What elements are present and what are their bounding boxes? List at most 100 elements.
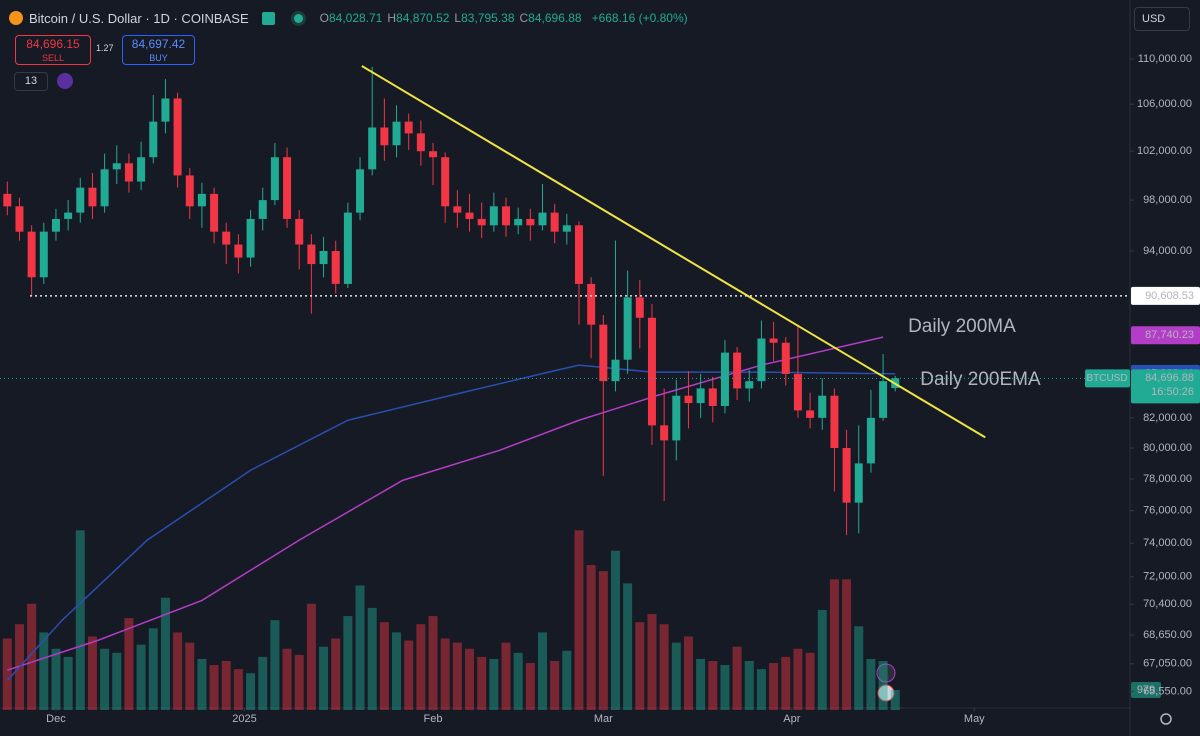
sell-button[interactable]: 84,696.15 SELL — [15, 35, 91, 65]
candle-body — [550, 212, 559, 232]
candle-body — [258, 200, 267, 219]
level-tag-label: 90,608.53 — [1145, 290, 1194, 302]
volume-bar — [392, 632, 402, 710]
candle-body — [343, 212, 352, 284]
volume-bar — [720, 665, 730, 710]
candle-body — [465, 212, 474, 219]
y-tick-label: 102,000.00 — [1137, 145, 1192, 157]
y-tick-label: 110,000.00 — [1138, 53, 1192, 65]
price-tag — [1131, 326, 1200, 345]
candle-body — [331, 251, 340, 284]
ohlc-value: 84,028.71 — [328, 11, 383, 25]
ohlc-letter: H — [387, 11, 397, 25]
y-tick-label: 72,000.00 — [1143, 571, 1192, 583]
candle-body — [781, 342, 790, 374]
add-indicator[interactable] — [57, 73, 73, 89]
volume-bar — [465, 648, 475, 710]
ohlc-letter: O — [319, 11, 329, 25]
candle-body — [489, 206, 498, 226]
volume-bar — [294, 654, 304, 710]
candle-body — [538, 212, 547, 226]
level-tag — [1131, 286, 1200, 305]
candle-body — [574, 225, 583, 284]
indicators-toggle[interactable]: 13 — [14, 72, 48, 91]
candle-body — [830, 395, 839, 449]
volume-bar — [124, 618, 134, 710]
volume-bar — [854, 626, 864, 710]
candle-body — [15, 206, 24, 232]
sell-label: SELL — [41, 53, 65, 63]
candle-body — [453, 206, 462, 213]
candle-body — [356, 169, 365, 213]
volume-bar — [282, 648, 292, 710]
moving-average-line — [7, 336, 884, 671]
symbol-tag-label: BTCUSD — [1086, 373, 1127, 384]
candle-body — [319, 251, 328, 265]
volume-bar — [75, 530, 85, 710]
volume-bar — [148, 628, 158, 710]
volume-bar — [842, 579, 852, 710]
candle-body — [587, 283, 596, 325]
volume-bar — [513, 652, 523, 710]
volume-bar — [319, 646, 329, 710]
volume-bar — [866, 658, 876, 710]
candle-body — [416, 133, 425, 152]
ohlc-value: 83,795.38 — [461, 11, 515, 25]
spread: 1.27 — [96, 43, 114, 53]
candle-body — [161, 98, 170, 122]
candle-body — [307, 244, 316, 265]
candle-body — [623, 297, 632, 360]
volume-tag-label: 979 — [1137, 684, 1155, 696]
volume-bar — [233, 669, 243, 710]
candle-body — [672, 395, 681, 441]
volume-bar — [635, 622, 645, 710]
flag-button[interactable] — [261, 11, 275, 25]
volume-bar — [2, 638, 12, 710]
symbol-title[interactable]: Bitcoin / U.S. Dollar · 1D · COINBASE — [29, 10, 249, 26]
x-tick-label: Dec — [46, 713, 66, 725]
candle-body — [879, 381, 888, 418]
volume-bar — [428, 616, 438, 710]
candle-body — [246, 218, 255, 258]
candle-body — [611, 359, 620, 382]
candle-body — [149, 121, 158, 158]
candle-body — [684, 395, 693, 404]
countdown: 16:50:26 — [1151, 386, 1194, 398]
volume-bar — [708, 660, 718, 710]
volume-bar — [416, 624, 426, 710]
currency-select[interactable]: USD — [1134, 7, 1190, 31]
status-dot — [293, 13, 303, 23]
volume-bar — [610, 550, 620, 710]
volume-bar — [623, 583, 633, 710]
candle-body — [51, 218, 60, 232]
y-tick-label: 82,000.00 — [1143, 412, 1192, 424]
flag-icon[interactable] — [877, 684, 895, 702]
candle-body — [599, 324, 608, 382]
bitcoin-icon — [9, 11, 23, 25]
y-tick-label: 74,000.00 — [1143, 537, 1192, 549]
volume-bar — [209, 665, 219, 710]
volume-bar — [769, 663, 779, 710]
volume-bar — [87, 636, 97, 710]
candle-body — [429, 151, 438, 158]
volume-bar — [270, 620, 280, 710]
volume-bar — [489, 658, 499, 710]
settings-icon[interactable] — [1160, 713, 1172, 725]
event-icon[interactable] — [876, 663, 896, 683]
volume-bar — [696, 658, 706, 710]
volume-bar — [355, 585, 365, 710]
candle-body — [818, 395, 827, 418]
y-tick-label: 106,000.00 — [1137, 98, 1192, 110]
candle-body — [197, 193, 206, 207]
candle-body — [64, 212, 73, 219]
volume-bar — [817, 609, 827, 710]
buy-button[interactable]: 84,697.42 BUY — [122, 35, 195, 65]
last-price-tag — [1131, 369, 1200, 404]
volume-bar — [404, 640, 414, 710]
volume-bar — [793, 648, 803, 710]
sell-price: 84,696.15 — [26, 37, 80, 51]
volume-bar — [890, 690, 900, 710]
candle-body — [100, 169, 109, 207]
